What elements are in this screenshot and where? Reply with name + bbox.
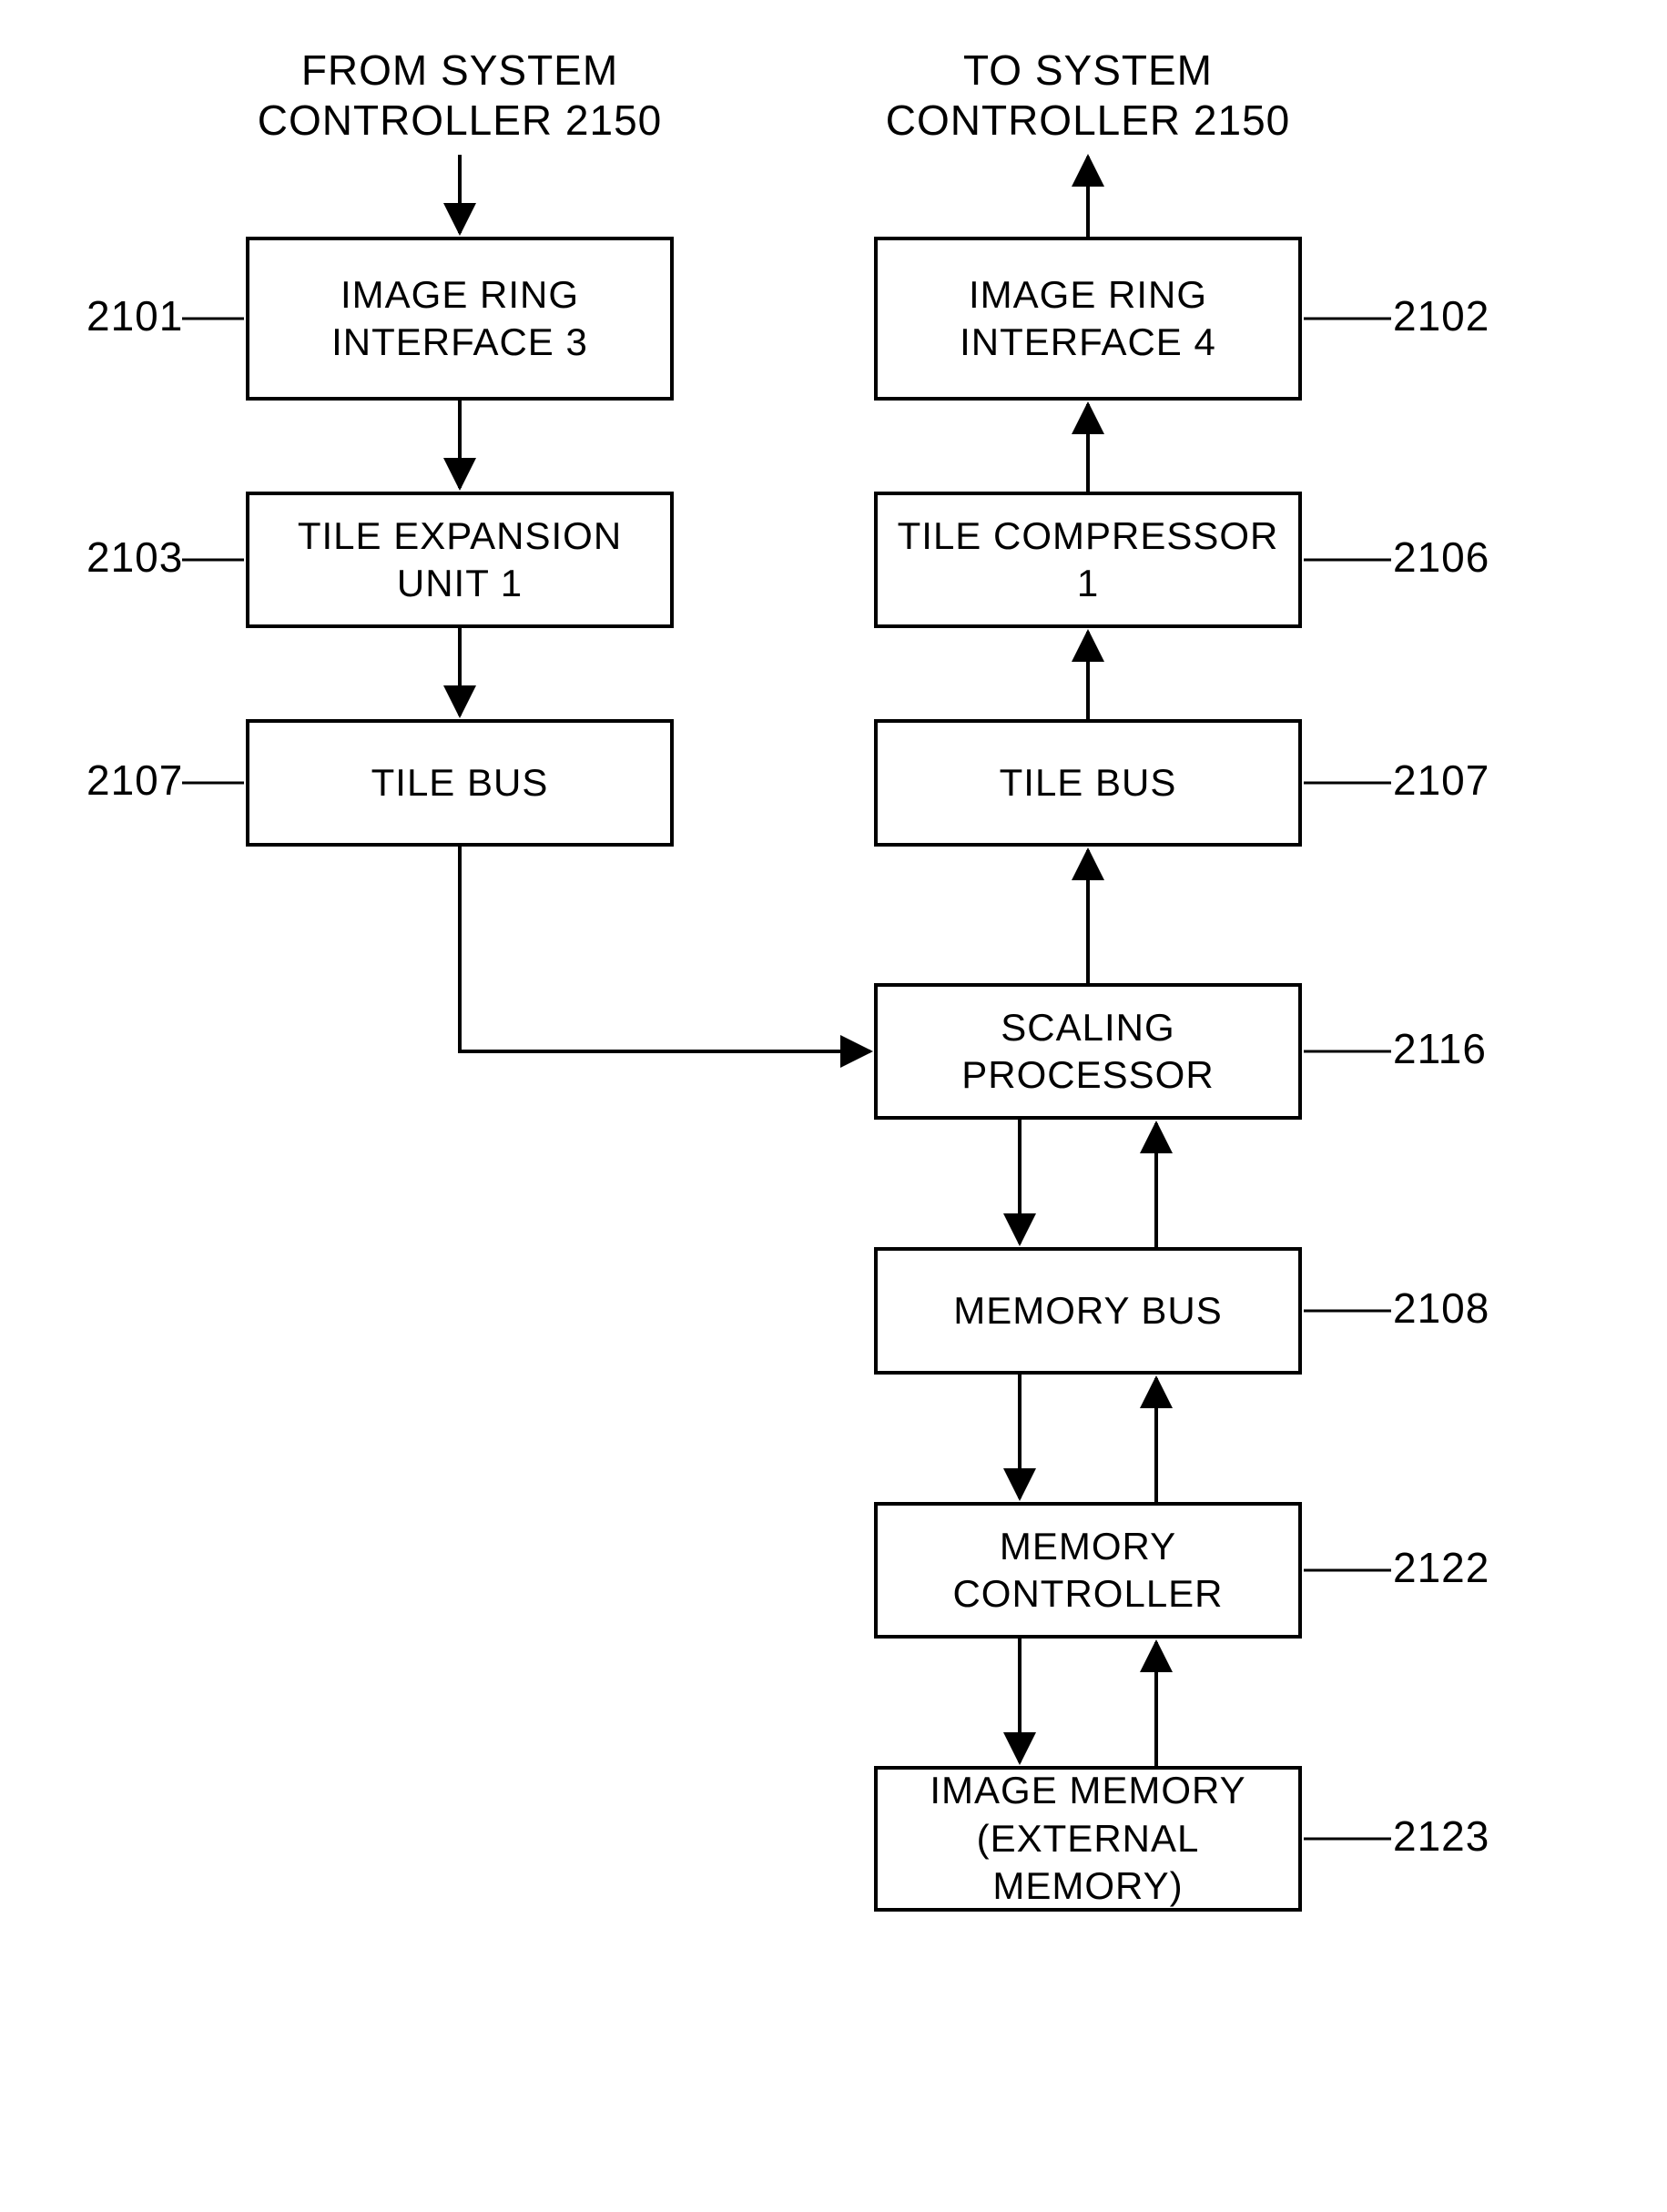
top-label-from: FROM SYSTEM CONTROLLER 2150	[237, 46, 683, 146]
node-image-ring-interface-3: IMAGE RING INTERFACE 3	[246, 237, 674, 401]
ref-2103: 2103	[86, 533, 183, 582]
ref-2108: 2108	[1393, 1284, 1489, 1333]
node-tile-bus-right: TILE BUS	[874, 719, 1302, 847]
node-tile-bus-left: TILE BUS	[246, 719, 674, 847]
node-memory-controller: MEMORY CONTROLLER	[874, 1502, 1302, 1639]
ref-2101: 2101	[86, 291, 183, 340]
ref-2106: 2106	[1393, 533, 1489, 582]
ref-2116: 2116	[1393, 1024, 1487, 1073]
node-image-ring-interface-4: IMAGE RING INTERFACE 4	[874, 237, 1302, 401]
node-image-memory: IMAGE MEMORY (EXTERNAL MEMORY)	[874, 1766, 1302, 1912]
ref-2123: 2123	[1393, 1811, 1489, 1861]
ref-2102: 2102	[1393, 291, 1489, 340]
ref-2122: 2122	[1393, 1543, 1489, 1592]
ref-2107-left: 2107	[86, 756, 183, 805]
node-tile-compressor-1: TILE COMPRESSOR 1	[874, 492, 1302, 628]
node-scaling-processor: SCALING PROCESSOR	[874, 983, 1302, 1120]
node-memory-bus: MEMORY BUS	[874, 1247, 1302, 1375]
ref-2107-right: 2107	[1393, 756, 1489, 805]
top-label-to: TO SYSTEM CONTROLLER 2150	[865, 46, 1311, 146]
node-tile-expansion-unit-1: TILE EXPANSION UNIT 1	[246, 492, 674, 628]
